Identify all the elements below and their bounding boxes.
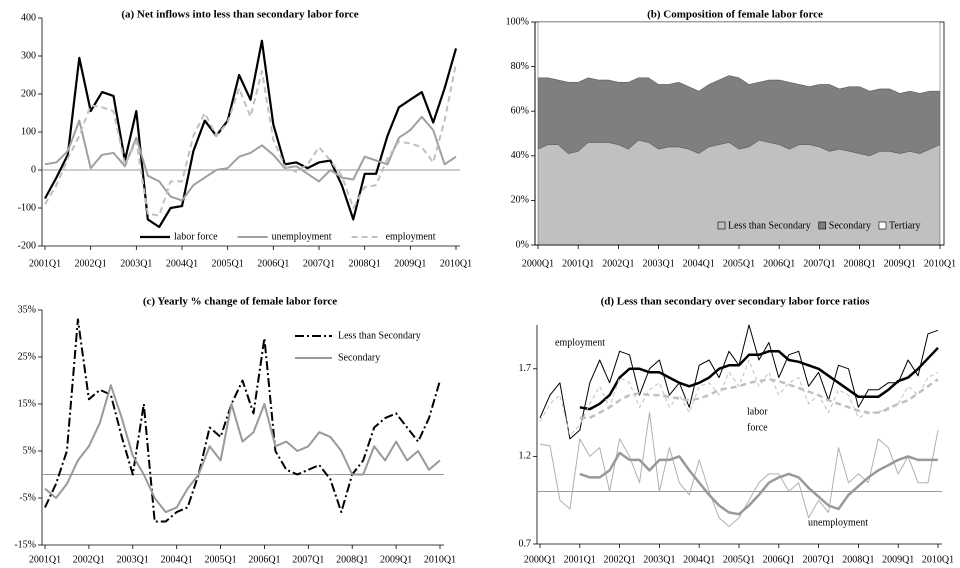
x-tick-label: 2005Q1: [723, 258, 755, 269]
y-tick-label: -5%: [19, 492, 36, 503]
chart-title: (a) Net inflows into less than secondary…: [121, 9, 358, 21]
x-tick-label: 2006Q1: [763, 554, 795, 565]
x-tick-label: 2002Q1: [75, 258, 107, 269]
x-tick-label: 2004Q1: [166, 258, 198, 269]
y-tick-label: 1.2: [519, 451, 532, 462]
series-line: [44, 318, 441, 523]
legend-label: labor force: [174, 231, 218, 242]
annotation: force: [747, 422, 768, 433]
y-tick-label: 300: [21, 50, 36, 61]
y-tick-label: 400: [21, 12, 36, 23]
x-tick-label: 2007Q1: [802, 554, 834, 565]
x-tick-label: 2003Q1: [120, 258, 152, 269]
series-line: [539, 359, 939, 436]
x-tick-label: 2002Q1: [603, 554, 635, 565]
y-tick-label: 25%: [18, 351, 36, 362]
y-tick-label: 80%: [511, 61, 529, 72]
annotation: employment: [555, 337, 605, 348]
area: [537, 21, 941, 94]
y-tick-label: 100: [21, 126, 36, 137]
series-line: [579, 346, 939, 411]
chart-title: (b) Composition of female labor force: [647, 9, 823, 21]
x-tick-label: 2007Q1: [303, 258, 335, 269]
y-tick-label: -15%: [14, 539, 36, 550]
y-tick-label: 5%: [23, 445, 36, 456]
y-tick-label: 20%: [511, 195, 529, 206]
legend-label: Secondary: [829, 220, 871, 231]
x-tick-label: 2010Q1: [922, 554, 954, 565]
x-tick-label: 2010Q1: [424, 554, 456, 565]
series-line: [44, 384, 441, 514]
x-tick-label: 2009Q1: [882, 554, 914, 565]
legend-label: Secondary: [338, 352, 380, 363]
legend-swatch: [818, 221, 827, 230]
x-tick-label: 2006Q1: [763, 258, 795, 269]
y-tick-label: 200: [21, 88, 36, 99]
x-tick-label: 2006Q1: [257, 258, 289, 269]
y-tick-label: 35%: [18, 304, 36, 315]
x-tick-label: 2009Q1: [394, 258, 426, 269]
y-tick-label: -100: [18, 202, 36, 213]
y-tick-label: 100%: [506, 16, 529, 27]
x-tick-label: 2001Q1: [29, 258, 61, 269]
annotation: labor: [747, 406, 768, 417]
legend-label: employment: [386, 231, 436, 242]
y-tick-label: 0%: [516, 239, 529, 250]
y-tick-label: 40%: [511, 150, 529, 161]
x-tick-label: 2008Q1: [842, 554, 874, 565]
x-tick-label: 2002Q1: [602, 258, 634, 269]
x-tick-label: 2005Q1: [204, 554, 236, 565]
x-tick-label: 2010Q1: [924, 258, 956, 269]
series-line: [44, 63, 457, 217]
series-line: [539, 412, 939, 527]
x-tick-label: 2004Q1: [683, 258, 715, 269]
chart-title: (d) Less than secondary over secondary l…: [601, 296, 871, 308]
y-tick-label: 0: [31, 164, 36, 175]
series-line: [579, 378, 939, 420]
x-tick-label: 2009Q1: [380, 554, 412, 565]
x-tick-label: 2004Q1: [683, 554, 715, 565]
legend-label: Tertiary: [889, 220, 921, 231]
x-tick-label: 2002Q1: [73, 554, 105, 565]
x-tick-label: 2006Q1: [248, 554, 280, 565]
series-line: [44, 115, 457, 202]
x-tick-label: 2003Q1: [117, 554, 149, 565]
x-tick-label: 2008Q1: [843, 258, 875, 269]
y-tick-label: 60%: [511, 105, 529, 116]
x-tick-label: 2001Q1: [564, 554, 596, 565]
x-tick-label: 2008Q1: [349, 258, 381, 269]
legend-label: unemployment: [272, 231, 332, 242]
x-tick-label: 2001Q1: [29, 554, 61, 565]
y-tick-label: 0.7: [519, 538, 532, 549]
series-line: [44, 39, 458, 229]
x-tick-label: 2004Q1: [161, 554, 193, 565]
x-tick-label: 2008Q1: [336, 554, 368, 565]
x-tick-label: 2001Q1: [562, 258, 594, 269]
legend-swatch: [878, 221, 887, 230]
legend-swatch: [717, 221, 726, 230]
x-tick-label: 2000Q1: [524, 554, 556, 565]
legend-label: Less than Secondary: [728, 220, 811, 231]
y-tick-label: 15%: [18, 398, 36, 409]
x-tick-label: 2003Q1: [643, 554, 675, 565]
chart-title: (c) Yearly % change of female labor forc…: [143, 296, 337, 308]
x-tick-label: 2007Q1: [292, 554, 324, 565]
annotation: unemployment: [808, 517, 868, 528]
x-tick-label: 2005Q1: [723, 554, 755, 565]
x-tick-label: 2009Q1: [884, 258, 916, 269]
y-tick-label: 1.7: [519, 363, 532, 374]
legend-label: Less than Secondary: [338, 330, 421, 341]
x-tick-label: 2000Q1: [522, 258, 554, 269]
series-line: [579, 451, 938, 516]
x-tick-label: 2010Q1: [440, 258, 472, 269]
x-tick-label: 2005Q1: [212, 258, 244, 269]
x-tick-label: 2003Q1: [642, 258, 674, 269]
y-tick-label: -200: [18, 240, 36, 251]
x-tick-label: 2007Q1: [803, 258, 835, 269]
